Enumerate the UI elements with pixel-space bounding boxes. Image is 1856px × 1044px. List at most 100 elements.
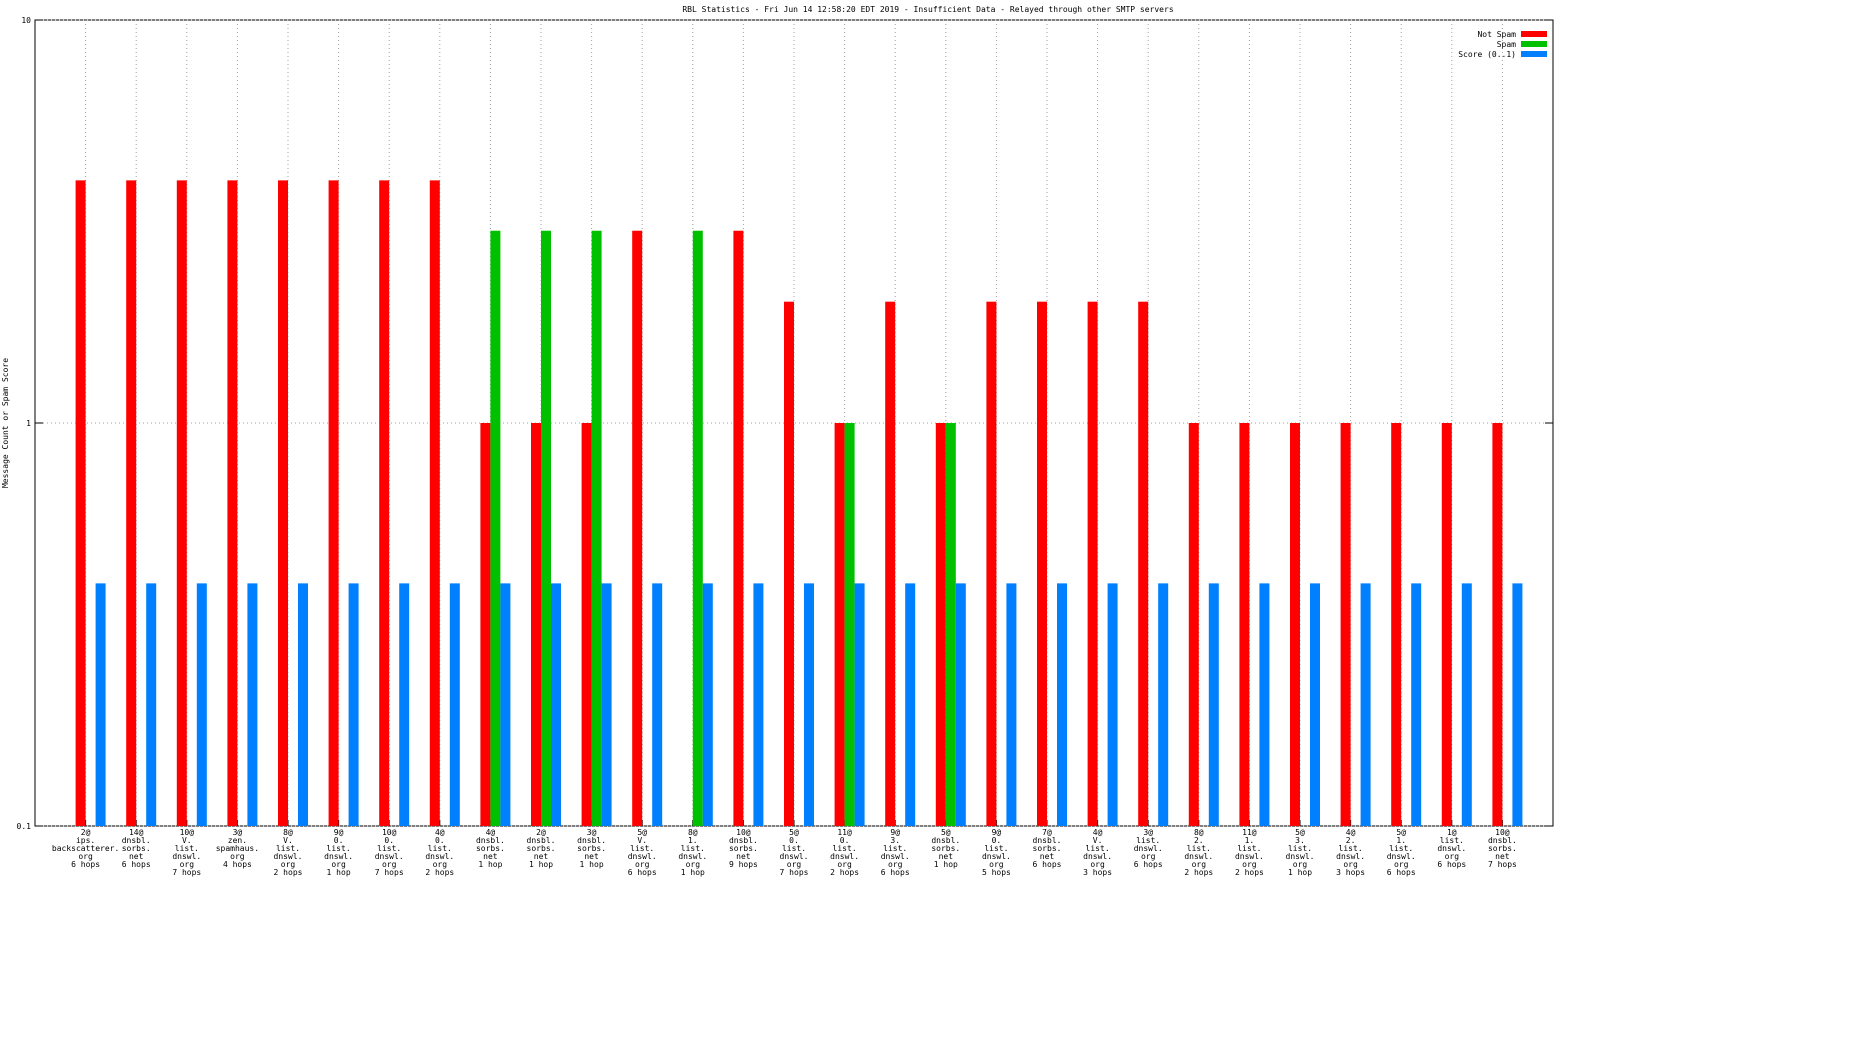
x-tick-label: 1 hop <box>478 860 502 869</box>
x-tick-label: dnswl. <box>324 852 353 861</box>
x-tick-label: 3 hops <box>1336 868 1365 877</box>
x-tick-label: 1@ <box>1447 828 1457 837</box>
x-tick-label: dnswl. <box>1286 852 1315 861</box>
x-tick-label: 1 hop <box>681 868 705 877</box>
x-tick-label: 2 hops <box>830 868 859 877</box>
bar <box>854 583 865 826</box>
x-tick-label: sorbs. <box>577 844 606 853</box>
x-tick-label: list. <box>1136 836 1160 845</box>
x-tick-label: list. <box>428 844 452 853</box>
x-tick-label: 6 hops <box>1134 860 1163 869</box>
x-tick-label: net <box>939 852 954 861</box>
x-tick-label: dnsbl. <box>1033 836 1062 845</box>
x-tick-label: org <box>433 860 448 869</box>
x-tick-label: 2 hops <box>425 868 454 877</box>
x-tick-label: 2 hops <box>274 868 303 877</box>
bar <box>986 301 997 826</box>
bar <box>449 583 460 826</box>
bar <box>278 180 288 827</box>
x-tick-label: list. <box>630 844 654 853</box>
bar <box>1138 301 1149 826</box>
x-tick-label: org <box>686 860 701 869</box>
bar <box>1259 583 1270 826</box>
x-tick-label: 5@ <box>1295 828 1305 837</box>
x-tick-label: 11@ <box>1242 828 1257 837</box>
x-tick-label: 2 hops <box>1235 868 1264 877</box>
bar <box>591 230 602 826</box>
x-tick-label: list. <box>1187 844 1211 853</box>
x-tick-label: sorbs. <box>476 844 505 853</box>
x-tick-label: 7 hops <box>780 868 809 877</box>
x-tick-label: list. <box>1086 844 1110 853</box>
x-tick-label: 6 hops <box>881 868 910 877</box>
bar <box>1411 583 1422 826</box>
bar <box>1158 583 1169 826</box>
x-tick-label: 6 hops <box>1437 860 1466 869</box>
x-tick-label: 6 hops <box>1033 860 1062 869</box>
x-tick-label: dnswl. <box>628 852 657 861</box>
x-tick-label: list. <box>1339 844 1363 853</box>
bar <box>480 423 491 826</box>
x-tick-label: dnsbl. <box>476 836 505 845</box>
x-tick-label: net <box>129 852 144 861</box>
x-tick-label: dnsbl. <box>577 836 606 845</box>
legend-swatch <box>1521 51 1547 57</box>
x-tick-label: 0. <box>384 836 394 845</box>
x-tick-label: org <box>180 860 195 869</box>
x-tick-label: org <box>281 860 296 869</box>
x-tick-label: list. <box>782 844 806 853</box>
x-tick-label: 4@ <box>1346 828 1356 837</box>
x-tick-label: list. <box>984 844 1008 853</box>
x-tick-label: org <box>635 860 650 869</box>
x-tick-label: 7 hops <box>375 868 404 877</box>
x-tick-label: 8@ <box>283 828 293 837</box>
x-tick-label: dnswl. <box>1437 844 1466 853</box>
x-tick-label: 1 hop <box>529 860 553 869</box>
y-tick-label: 1 <box>26 419 31 428</box>
x-tick-label: net <box>584 852 599 861</box>
bar <box>1006 583 1017 826</box>
x-tick-label: dnswl. <box>425 852 454 861</box>
x-tick-label: org <box>78 852 93 861</box>
x-tick-label: ips. <box>76 836 95 845</box>
x-tick-label: org <box>1343 860 1358 869</box>
bar <box>1290 423 1300 826</box>
bar <box>1057 583 1067 826</box>
x-tick-label: org <box>1394 860 1409 869</box>
x-tick-label: sorbs. <box>729 844 758 853</box>
x-tick-label: org <box>1242 860 1257 869</box>
x-tick-label: 6 hops <box>628 868 657 877</box>
bar <box>1087 301 1098 826</box>
x-tick-label: dnsbl. <box>527 836 556 845</box>
bar <box>601 583 612 826</box>
y-tick-label: 0.1 <box>17 822 32 831</box>
x-tick-label: 2 hops <box>1184 868 1213 877</box>
bar <box>784 301 794 826</box>
x-tick-label: 9 hops <box>729 860 758 869</box>
x-tick-label: list. <box>377 844 401 853</box>
x-tick-label: dnswl. <box>881 852 910 861</box>
x-tick-label: 10@ <box>382 828 397 837</box>
x-tick-label: dnswl. <box>1083 852 1112 861</box>
x-tick-label: V. <box>637 836 647 845</box>
x-tick-label: list. <box>276 844 300 853</box>
x-tick-label: list. <box>175 844 199 853</box>
x-tick-label: net <box>1040 852 1055 861</box>
x-tick-label: org <box>331 860 346 869</box>
x-tick-label: org <box>1141 852 1156 861</box>
bar <box>905 583 916 826</box>
bar <box>126 180 137 827</box>
x-tick-label: 1. <box>1245 836 1255 845</box>
x-tick-label: sorbs. <box>1488 844 1517 853</box>
x-tick-label: 0. <box>840 836 850 845</box>
x-tick-label: 3. <box>890 836 900 845</box>
bar <box>885 301 896 826</box>
bar <box>955 583 966 826</box>
x-tick-label: org <box>1445 852 1460 861</box>
x-tick-label: org <box>382 860 397 869</box>
bar <box>379 180 390 827</box>
x-tick-label: 2. <box>1194 836 1204 845</box>
x-tick-label: list. <box>833 844 857 853</box>
x-tick-label: org <box>888 860 903 869</box>
x-tick-label: 10@ <box>180 828 195 837</box>
